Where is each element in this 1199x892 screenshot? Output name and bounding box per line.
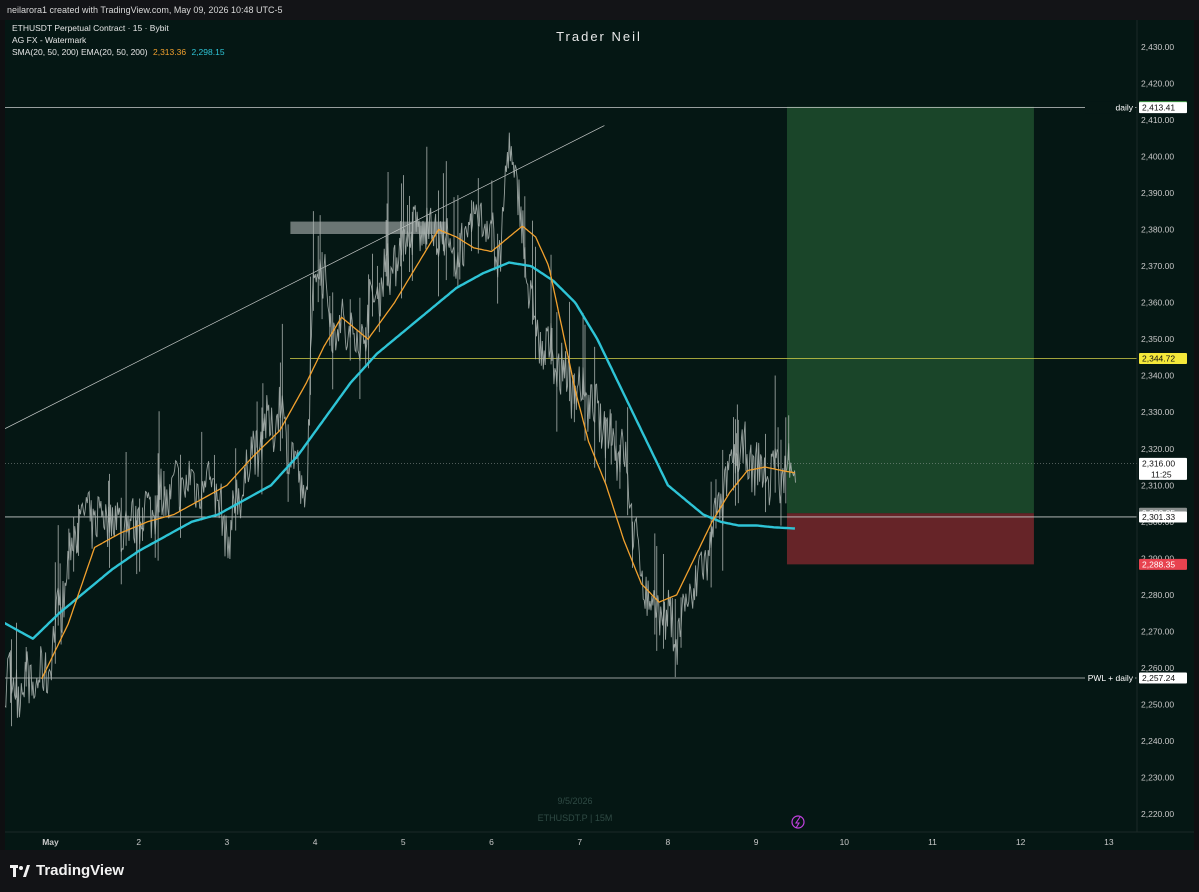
time-axis-tick: 7 xyxy=(577,837,582,847)
time-axis-tick: 10 xyxy=(840,837,850,847)
ma-legend-label: SMA(20, 50, 200) EMA(20, 50, 200) xyxy=(12,47,148,57)
price-axis-tick: 2,220.00 xyxy=(1141,809,1174,819)
price-tag-label: 2,257.24 xyxy=(1142,673,1175,683)
price-axis-tick: 2,270.00 xyxy=(1141,626,1174,636)
chart-title-watermark: Trader Neil xyxy=(556,29,642,44)
symbol-legend[interactable]: ETHUSDT Perpetual Contract · 15 · Bybit xyxy=(12,23,169,33)
attribution-bar: neilarora1 created with TradingView.com,… xyxy=(0,0,1199,20)
price-axis-tick: 2,340.00 xyxy=(1141,371,1174,381)
time-axis-tick: 8 xyxy=(666,837,671,847)
ma-legend[interactable]: SMA(20, 50, 200) EMA(20, 50, 200) 2,313.… xyxy=(12,47,225,58)
price-axis-tick: 2,280.00 xyxy=(1141,590,1174,600)
price-tag-label: 2,316.00 xyxy=(1142,458,1175,468)
watermark-indicator-legend[interactable]: AG FX - Watermark xyxy=(12,35,87,45)
time-axis-tick: 9 xyxy=(754,837,759,847)
watermark-symbol: ETHUSDT.P | 15M xyxy=(538,813,613,823)
price-tag-bg xyxy=(1139,558,1187,570)
alert-lightning-icon xyxy=(791,815,805,829)
price-axis-tick: 2,260.00 xyxy=(1141,663,1174,673)
price-axis-tick: 2,330.00 xyxy=(1141,407,1174,417)
price-tag-label: 2,288.35 xyxy=(1142,559,1175,569)
price-axis-tick: 2,240.00 xyxy=(1141,736,1174,746)
level-label-daily: daily xyxy=(1116,103,1134,113)
price-axis-tick: 2,420.00 xyxy=(1141,79,1174,89)
level-label-pwl: PWL + daily xyxy=(1088,673,1134,683)
stop-zone xyxy=(786,513,1034,565)
price-tag-label: 2,301.33 xyxy=(1142,512,1175,522)
time-axis-tick: 3 xyxy=(225,837,230,847)
price-axis-tick: 2,360.00 xyxy=(1141,298,1174,308)
price-axis-tick: 2,230.00 xyxy=(1141,772,1174,782)
time-axis-tick: 12 xyxy=(1016,837,1026,847)
price-tags: 2,413.642,413.412,344.722,316.0011:252,3… xyxy=(1139,101,1187,684)
tradingview-brand-text: TradingView xyxy=(36,862,125,879)
price-axis-tick: 2,390.00 xyxy=(1141,188,1174,198)
time-axis-tick: 4 xyxy=(313,837,318,847)
time-axis-tick: 6 xyxy=(489,837,494,847)
price-series xyxy=(5,132,796,727)
price-axis-tick: 2,400.00 xyxy=(1141,152,1174,162)
price-tag-bg xyxy=(1139,352,1187,364)
footer-bar: TradingView xyxy=(0,850,1199,892)
ma-legend-orange-value: 2,313.36 xyxy=(152,47,187,57)
supply-zone-block xyxy=(290,221,446,235)
cyan-ma-line xyxy=(5,261,795,640)
price-axis-tick: 2,380.00 xyxy=(1141,225,1174,235)
price-axis-tick: 2,310.00 xyxy=(1141,480,1174,490)
price-axis-tick: 2,250.00 xyxy=(1141,699,1174,709)
price-axis-tick: 2,350.00 xyxy=(1141,334,1174,344)
time-axis-tick: 2 xyxy=(136,837,141,847)
price-axis-tick: 2,410.00 xyxy=(1141,115,1174,125)
target-zone xyxy=(786,106,1034,514)
tradingview-logo-icon xyxy=(10,864,30,877)
orange-ma-line xyxy=(41,226,796,680)
trendline xyxy=(5,125,605,429)
tradingview-logo[interactable]: TradingView xyxy=(10,862,124,879)
price-axis-tick: 2,370.00 xyxy=(1141,261,1174,271)
price-axis-tick: 2,290.00 xyxy=(1141,553,1174,563)
price-tag-label: 2,413.41 xyxy=(1142,103,1175,113)
chart-area[interactable]: daily PWL + daily Trader Neil 9/5/2026 ETHUS… xyxy=(5,20,1194,850)
price-axis: 2,430.00 2,420.00 2,410.00 2,400.00 2,390.00… xyxy=(1136,20,1174,832)
level-label-bg xyxy=(1085,671,1135,684)
time-axis-tick: 5 xyxy=(401,837,406,847)
price-tag-bg xyxy=(1139,457,1187,480)
watermark-date: 9/5/2026 xyxy=(557,796,592,806)
price-tag-label: 2,344.72 xyxy=(1142,353,1175,363)
ma-legend-cyan-value: 2,298.15 xyxy=(191,47,225,57)
attribution-text: neilarora1 created with TradingView.com,… xyxy=(7,5,283,15)
lightning-bolt-icon xyxy=(794,816,801,829)
price-tag-bg xyxy=(1139,102,1187,114)
price-chart[interactable]: daily PWL + daily Trader Neil 9/5/2026 ETHUS… xyxy=(5,20,1194,850)
price-tag-bg xyxy=(1139,511,1187,523)
time-axis-tick: May xyxy=(42,837,59,847)
price-line xyxy=(5,132,796,718)
price-axis-tick: 2,320.00 xyxy=(1141,444,1174,454)
price-axis-tick: 2,430.00 xyxy=(1141,42,1174,52)
level-label-bg xyxy=(1085,101,1135,114)
time-axis-tick: 13 xyxy=(1104,837,1114,847)
price-tag-bg xyxy=(1139,672,1187,684)
time-axis: May 2 3 4 5 6 7 8 9 10 11 12 13 xyxy=(5,831,1194,847)
price-tag-countdown: 11:25 xyxy=(1151,469,1172,479)
time-axis-tick: 11 xyxy=(928,837,937,847)
